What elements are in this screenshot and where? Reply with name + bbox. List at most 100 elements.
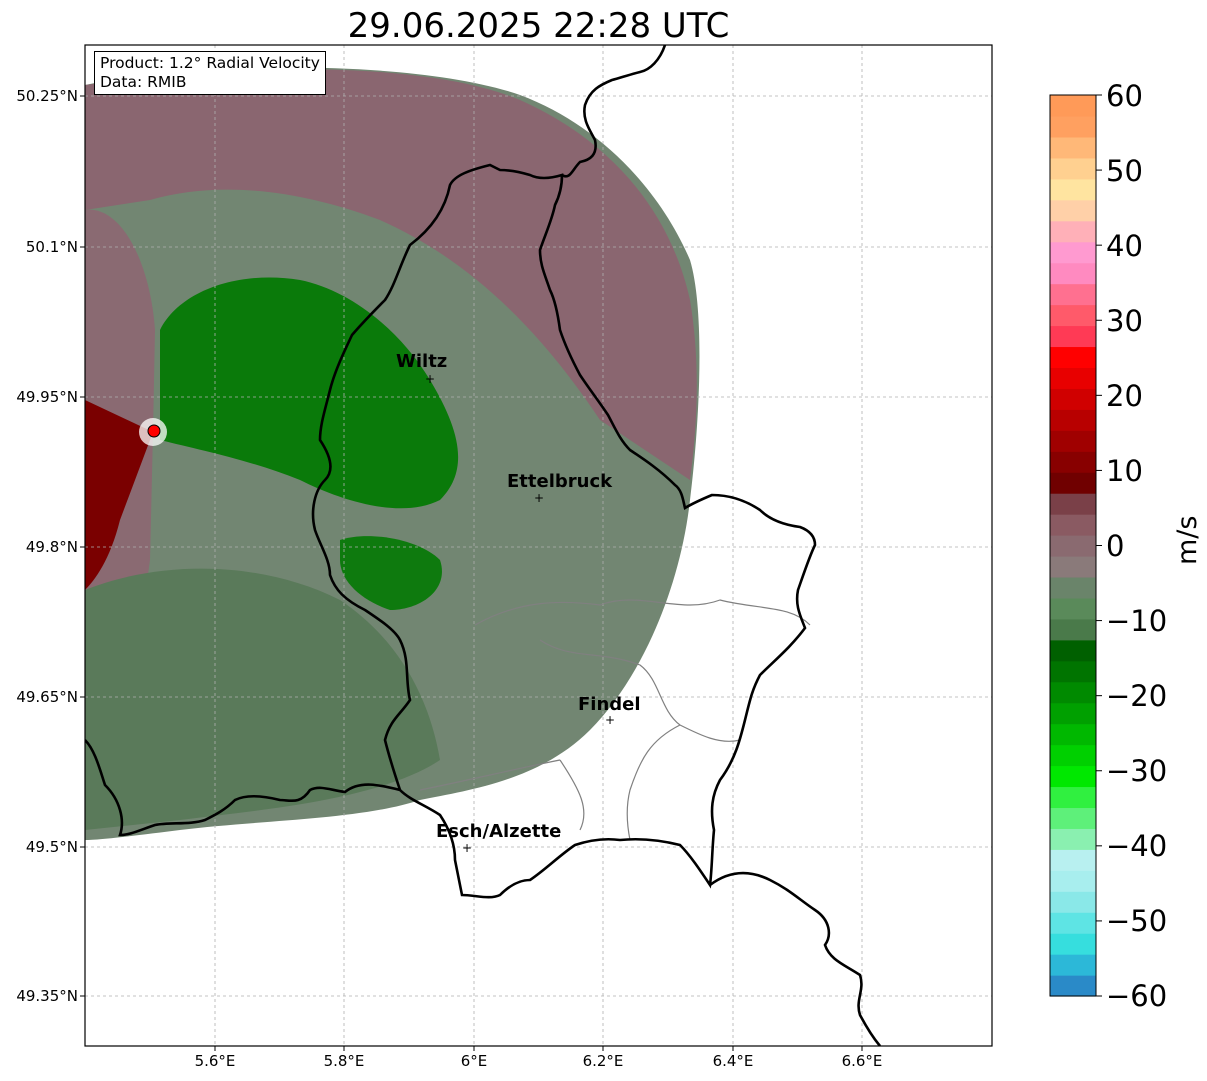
- colorbar-segment: [1050, 514, 1096, 536]
- colorbar-segment: [1050, 388, 1096, 410]
- colorbar-segment: [1050, 472, 1096, 494]
- city-marker-icon: +: [534, 491, 545, 505]
- city-marker-icon: +: [462, 841, 473, 855]
- colorbar-segment: [1050, 451, 1096, 473]
- map-title: 29.06.2025 22:28 UTC: [347, 6, 730, 46]
- colorbar-segment: [1050, 430, 1096, 452]
- colorbar-segment: [1050, 535, 1096, 557]
- colorbar-segment: [1050, 493, 1096, 515]
- colorbar-segment: [1050, 681, 1096, 704]
- city-label-esch-alzette: Esch/Alzette: [436, 821, 562, 842]
- colorbar-tick-label: 10: [1106, 454, 1143, 488]
- city-label-findel: Findel: [578, 694, 641, 715]
- canton-borders: [419, 599, 811, 841]
- country-border-south: [85, 739, 401, 837]
- colorbar-segment: [1050, 304, 1096, 327]
- colorbar-segment: [1050, 870, 1096, 892]
- lat-label: 49.8°N: [25, 538, 78, 556]
- colorbar-segment: [1050, 220, 1096, 243]
- colorbar-segment: [1050, 723, 1096, 746]
- lon-label: 6°E: [460, 1052, 488, 1070]
- colorbar-segment: [1050, 786, 1096, 809]
- colorbar-segment: [1050, 283, 1096, 306]
- colorbar-segment: [1050, 618, 1096, 641]
- colorbar-tick-label: 50: [1106, 154, 1143, 188]
- colorbar-tick-label: −20: [1106, 679, 1168, 713]
- lon-label: 5.8°E: [323, 1052, 365, 1070]
- colorbar-segment: [1050, 954, 1096, 976]
- colorbar-tick-label: −30: [1106, 754, 1168, 788]
- echo-region-inbound-south: [340, 536, 442, 610]
- city-label-ettelbruck: Ettelbruck: [507, 471, 613, 492]
- colorbar-segment: [1050, 576, 1096, 599]
- colorbar-segment: [1050, 807, 1096, 829]
- country-border-east: [561, 45, 667, 178]
- echo-region-outbound: [85, 69, 697, 480]
- lat-label: 49.65°N: [16, 688, 78, 706]
- gridlines: [85, 45, 992, 1046]
- colorbar-segment: [1050, 975, 1096, 997]
- colorbar-segment: [1050, 849, 1096, 871]
- city-marker-icon: +: [605, 713, 616, 727]
- colorbar-segment: [1050, 702, 1096, 725]
- colorbar: [1050, 95, 1096, 997]
- radar-site-marker: [147, 424, 161, 438]
- echo-region-near-red: [85, 400, 153, 590]
- colorbar-segment: [1050, 241, 1096, 264]
- radar-velocity-field: [85, 67, 700, 840]
- lon-label: 6.4°E: [712, 1052, 754, 1070]
- colorbar-segment: [1050, 367, 1096, 389]
- colorbar-segment: [1050, 765, 1096, 788]
- city-marker-icon: +: [425, 372, 436, 386]
- product-info-box: Product: 1.2° Radial Velocity Data: RMIB: [94, 51, 326, 95]
- echo-region-inbound-core: [160, 277, 459, 509]
- axes-frame: [84, 44, 993, 1047]
- colorbar-segment: [1050, 325, 1096, 348]
- colorbar-tick-label: −60: [1106, 979, 1168, 1013]
- colorbar-segment: [1050, 744, 1096, 767]
- colorbar-segment: [1050, 555, 1096, 578]
- colorbar-segment: [1050, 115, 1096, 138]
- colorbar-tick-label: −10: [1106, 604, 1168, 638]
- colorbar-segment: [1050, 933, 1096, 955]
- lon-label: 5.6°E: [194, 1052, 236, 1070]
- colorbar-segment: [1050, 262, 1096, 285]
- colorbar-segment: [1050, 828, 1096, 850]
- lat-label: 49.5°N: [25, 838, 78, 856]
- lat-label: 49.95°N: [16, 388, 78, 406]
- colorbar-segment: [1050, 178, 1096, 201]
- colorbar-segment: [1050, 136, 1096, 159]
- colorbar-segment: [1050, 95, 1096, 117]
- colorbar-tick-label: 0: [1106, 529, 1125, 563]
- data-source-label: Data: RMIB: [100, 73, 187, 91]
- colorbar-segment: [1050, 157, 1096, 180]
- lon-label: 6.2°E: [582, 1052, 624, 1070]
- lat-label: 50.25°N: [16, 87, 78, 105]
- lat-label: 49.35°N: [16, 987, 78, 1005]
- colorbar-tick-label: −50: [1106, 904, 1168, 938]
- country-border-luxembourg: [311, 163, 817, 899]
- colorbar-segment: [1050, 409, 1096, 431]
- country-border-southeast: [709, 871, 881, 1046]
- city-label-wiltz: Wiltz: [396, 351, 448, 372]
- product-label: Product: 1.2° Radial Velocity: [100, 54, 320, 72]
- colorbar-segment: [1050, 639, 1096, 662]
- echo-region-lower: [85, 568, 440, 830]
- colorbar-tick-label: 20: [1106, 379, 1143, 413]
- colorbar-segment: [1050, 912, 1096, 934]
- colorbar-segment: [1050, 597, 1096, 620]
- colorbar-segment: [1050, 891, 1096, 913]
- colorbar-segment: [1050, 346, 1096, 368]
- lon-label: 6.6°E: [841, 1052, 883, 1070]
- colorbar-segment: [1050, 199, 1096, 222]
- colorbar-tick-label: 60: [1106, 79, 1143, 113]
- colorbar-segment: [1050, 660, 1096, 683]
- colorbar-tick-marks: [1096, 94, 1102, 997]
- colorbar-tick-label: 30: [1106, 304, 1143, 338]
- colorbar-tick-label: −40: [1106, 829, 1168, 863]
- lat-label: 50.1°N: [25, 238, 78, 256]
- axis-ticks: [80, 95, 863, 1051]
- colorbar-unit-label: m/s: [1172, 515, 1203, 565]
- colorbar-tick-label: 40: [1106, 229, 1143, 263]
